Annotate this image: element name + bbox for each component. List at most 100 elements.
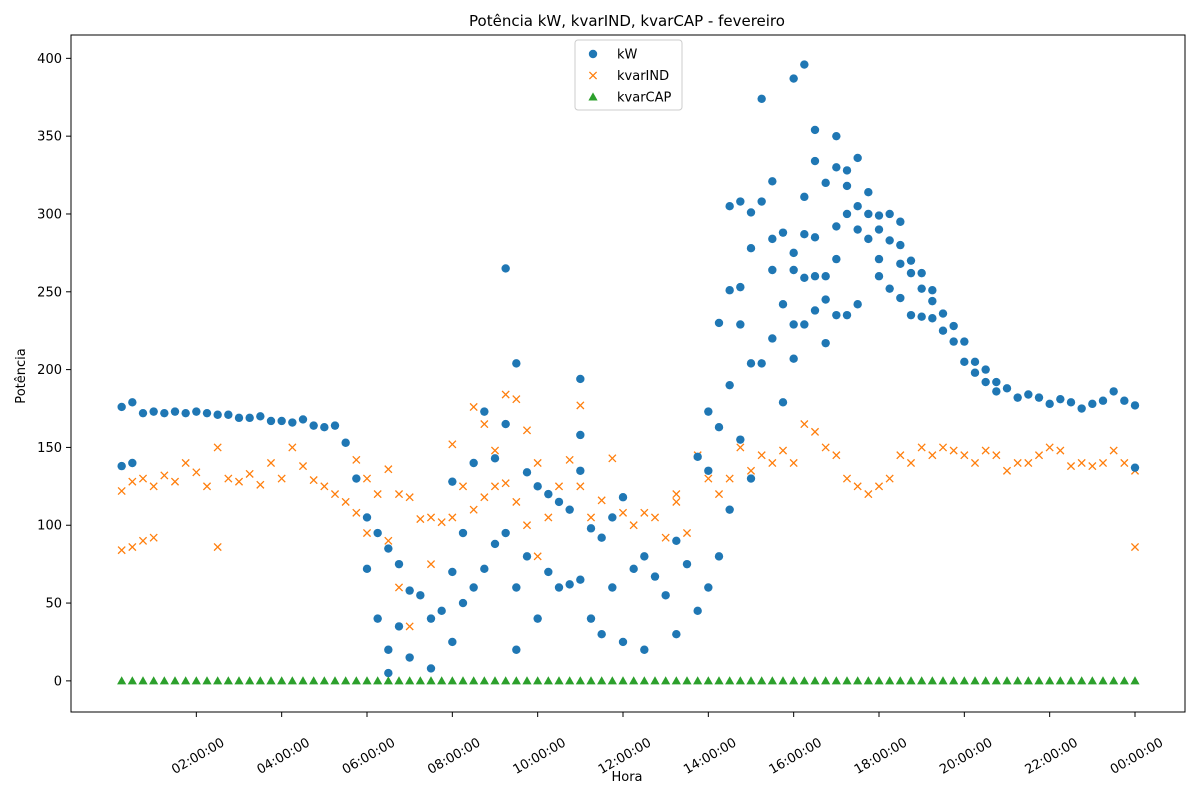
point-kw [778, 300, 788, 309]
point-kvarind [1034, 451, 1044, 460]
point-kw [1130, 401, 1140, 410]
point-kvarind [1098, 458, 1108, 468]
point-kw [533, 482, 542, 491]
point-kvarcap [586, 676, 596, 685]
point-kw [842, 166, 852, 175]
data-marks [117, 60, 1140, 685]
point-kw [896, 217, 905, 226]
point-kvarind [384, 536, 393, 545]
point-kvarcap [554, 676, 564, 685]
point-kw [832, 131, 841, 141]
point-kw [981, 377, 990, 387]
legend-marker-kvarcap [588, 92, 598, 101]
point-kw [437, 606, 446, 616]
point-kvarcap [1045, 676, 1055, 685]
point-kvarind [426, 560, 436, 569]
point-kvarind [469, 505, 478, 514]
point-kw [810, 125, 820, 135]
point-kw [736, 320, 745, 329]
point-kvarind [405, 493, 414, 502]
point-kvarind [725, 474, 734, 483]
point-kvarind [522, 426, 532, 435]
point-kw [512, 583, 521, 592]
point-kw [224, 410, 233, 419]
point-kvarind [170, 477, 180, 486]
point-kw [917, 284, 926, 293]
point-kvarind [757, 451, 766, 460]
point-kw [885, 209, 894, 219]
point-kw [864, 234, 873, 244]
point-kvarind [917, 443, 926, 452]
point-kvarind [597, 496, 606, 505]
point-kw [842, 310, 852, 320]
point-kw [928, 286, 937, 295]
point-kw [501, 419, 510, 429]
point-kw [277, 416, 286, 426]
point-kw [800, 230, 809, 239]
point-kvarind [330, 490, 340, 499]
point-kvarind [341, 497, 350, 506]
point-kvarcap [831, 676, 841, 685]
point-kvarind [1120, 458, 1129, 468]
point-kvarind [224, 474, 233, 483]
point-kw [448, 477, 457, 486]
point-kw [1066, 398, 1076, 407]
point-kvarind [394, 490, 404, 499]
point-kw [682, 559, 692, 569]
point-kw [704, 466, 713, 475]
point-kvarind [490, 482, 500, 491]
legend: kW kvarIND kvarCAP [574, 39, 683, 111]
point-kvarind [362, 474, 372, 483]
point-kvarcap [415, 676, 425, 685]
point-kvarcap [522, 676, 532, 685]
point-kvarcap [266, 676, 276, 685]
point-kvarcap [213, 676, 223, 685]
point-kw [853, 201, 862, 211]
point-kw [672, 629, 681, 639]
point-kw [128, 398, 137, 407]
point-kvarind [586, 513, 596, 522]
point-kw [746, 208, 756, 217]
point-kw [576, 430, 585, 440]
point-kw [565, 580, 574, 589]
point-kvarcap [234, 676, 244, 685]
point-kw [896, 293, 905, 303]
point-kvarind [117, 546, 126, 555]
point-kw [842, 181, 852, 191]
point-kvarind [160, 471, 169, 480]
point-kvarcap [1023, 676, 1033, 685]
point-kvarind [202, 482, 212, 491]
point-kw [885, 284, 894, 293]
point-kw [864, 209, 873, 219]
point-kw [970, 357, 980, 367]
point-kw [800, 273, 809, 282]
point-kw [576, 374, 585, 384]
point-kvarind [277, 474, 286, 483]
point-kvarind [682, 528, 692, 538]
point-kw [597, 629, 606, 639]
point-kvarind [480, 420, 489, 429]
point-kvarcap [650, 676, 660, 685]
point-kw [565, 505, 574, 514]
point-kvarcap [255, 676, 265, 685]
point-kvarcap [1066, 676, 1076, 685]
point-kvarind [405, 622, 414, 631]
point-kw [608, 513, 617, 522]
point-kw [533, 614, 542, 623]
point-kw [832, 163, 841, 172]
point-kw [373, 614, 382, 623]
y-tick-label: 0 [54, 674, 62, 689]
point-kvarcap [149, 676, 159, 685]
point-kw [640, 552, 649, 561]
point-kw [650, 572, 660, 581]
point-kvarind [640, 508, 649, 517]
point-kvarind [1088, 462, 1097, 471]
point-kvarcap [181, 676, 191, 685]
point-kw [842, 209, 852, 219]
point-kvarcap [1002, 676, 1012, 685]
point-kw [704, 407, 713, 416]
point-kvarcap [394, 676, 404, 685]
point-kvarind [256, 480, 265, 489]
point-kvarcap [1119, 676, 1129, 685]
